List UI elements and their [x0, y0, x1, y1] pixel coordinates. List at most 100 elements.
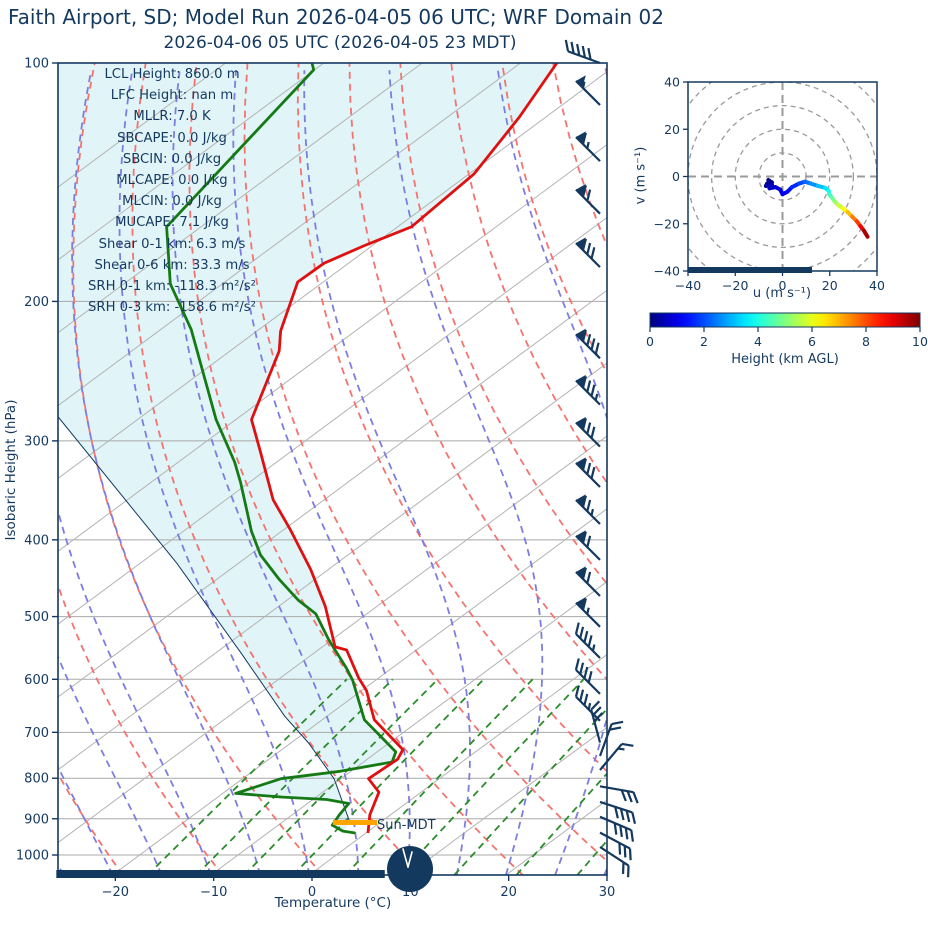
isotherm-line: [58, 63, 521, 407]
y-tick-label: 300: [24, 434, 49, 449]
wind-barb: [575, 374, 601, 406]
wind-barb: [575, 416, 601, 448]
isotherm-line: [112, 508, 607, 875]
wind-barb: [575, 494, 601, 525]
moist-adiabat-line: [388, 70, 544, 875]
mixing-ratio-line: [195, 678, 394, 875]
colorbar-tick-label: 6: [808, 334, 816, 349]
skewt-frame: [57, 62, 608, 876]
y-tick-label: 200: [24, 295, 49, 310]
wind-barb: [575, 597, 601, 628]
moist-adiabat-line: [58, 654, 163, 875]
y-tick-label: 700: [24, 726, 49, 741]
parcel-trace-line: [58, 415, 351, 824]
hodograph-plot-area: [688, 82, 877, 271]
isotherm-line: [58, 216, 607, 625]
hodograph-x-axis-label: u (m s⁻¹): [752, 286, 812, 301]
isotherm-line: [309, 653, 607, 875]
x-tick-label: 30: [599, 885, 616, 900]
moist-adiabat-line: [603, 866, 607, 875]
colorbar-tick-label: 0: [646, 334, 654, 349]
hodograph-range-ring: [734, 128, 831, 225]
wind-barb: [575, 328, 601, 360]
isotherm-line: [58, 71, 607, 480]
skewt-plot-area: [58, 63, 928, 875]
dry-adiabat-line: [188, 63, 524, 875]
y-tick-label: 900: [24, 812, 49, 827]
dewpoint-profile-line: [165, 63, 398, 835]
wind-barb: [599, 846, 630, 878]
stat-line-1: LFC Height: nan m: [110, 88, 234, 104]
wind-barb: [575, 237, 601, 268]
hodo-y-tick-label: 40: [664, 75, 680, 90]
wind-barb: [574, 685, 601, 722]
dry-adiabat-line: [859, 63, 928, 875]
dry-adiabat-line: [757, 63, 928, 875]
hodograph-y-axis-label: v (m s⁻¹): [633, 146, 649, 205]
x-tick-label: 0: [308, 885, 316, 900]
moist-adiabat-line: [71, 70, 261, 875]
wind-barb: [599, 831, 632, 861]
mixing-ratio-line: [243, 678, 439, 875]
mixing-ratio-line: [147, 678, 348, 875]
hodograph-range-ring: [710, 104, 855, 249]
mixing-ratio-line: [344, 678, 534, 875]
y-tick-label: 500: [24, 610, 49, 625]
wind-barb: [599, 785, 639, 804]
y-tick-label: 100: [24, 57, 49, 72]
stat-line-5: MLCAPE: 0.0 J/kg: [116, 173, 228, 189]
hodo-y-tick-label: 20: [664, 122, 680, 137]
hodo-x-tick-label: 40: [869, 278, 885, 293]
skewt-y-axis-label: Isobaric Height (hPa): [3, 399, 19, 541]
moist-adiabat-line: [497, 70, 607, 875]
wind-barb: [575, 131, 601, 162]
wind-barb: [575, 457, 601, 488]
hodo-x-tick-label: 20: [822, 278, 838, 293]
sun-mdt-label: Sun-MDT: [377, 818, 436, 833]
stat-line-11: SRH 0-3 km: -158.6 m²/s²: [88, 300, 256, 316]
isotherm-line: [58, 362, 607, 771]
stat-line-2: MLLR: 7.0 K: [133, 109, 211, 125]
dry-adiabat-line: [296, 63, 607, 773]
isotherm-line: [58, 435, 607, 844]
stat-line-0: LCL Height: 860.0 m: [104, 67, 240, 82]
wind-barb: [599, 742, 634, 771]
wind-barb: [575, 566, 601, 597]
moist-adiabat-line: [303, 70, 471, 875]
isotherm-line: [58, 63, 423, 334]
colorbar-tick-label: 10: [912, 334, 928, 349]
wind-barb: [564, 39, 601, 65]
y-tick-label: 400: [24, 533, 49, 548]
dry-adiabat-line: [58, 582, 224, 875]
hodo-y-tick-label: −40: [654, 264, 680, 279]
moist-adiabat-line: [171, 70, 360, 875]
temperature-profile-line: [250, 63, 559, 834]
mixing-ratio-line: [576, 839, 607, 875]
clock-icon: [387, 846, 433, 892]
stat-line-8: Shear 0-1 km: 6.3 m/s: [98, 236, 246, 252]
moist-adiabat-line: [232, 70, 411, 875]
skewt-x-axis-label: Temperature (°C): [274, 895, 392, 911]
moist-region-shading: [58, 63, 557, 832]
stat-line-10: SRH 0-1 km: -118.3 m²/s²: [88, 279, 256, 295]
isotherm-line: [505, 799, 607, 875]
hodograph-trace-segment: [862, 228, 870, 239]
isotherm-line: [58, 63, 325, 261]
colorbar-tick-label: 2: [700, 334, 708, 349]
isotherm-line: [407, 726, 607, 875]
dry-adiabat-line: [131, 63, 424, 875]
x-tick-label: −10: [200, 885, 227, 900]
wind-barb: [599, 815, 635, 842]
hodo-y-tick-label: −20: [654, 216, 680, 231]
stat-line-9: Shear 0-6 km: 33.3 m/s: [94, 257, 250, 273]
hodo-x-tick-label: −40: [675, 278, 701, 293]
dry-adiabat-line: [910, 63, 928, 875]
stat-line-4: SBCIN: 0.0 J/kg: [122, 151, 222, 167]
dry-adiabat-line: [72, 63, 324, 875]
colorbar-label: Height (km AGL): [731, 352, 839, 367]
hodo-x-tick-label: −20: [722, 278, 748, 293]
wind-barb: [575, 530, 601, 561]
mixing-ratio-line: [515, 772, 607, 875]
